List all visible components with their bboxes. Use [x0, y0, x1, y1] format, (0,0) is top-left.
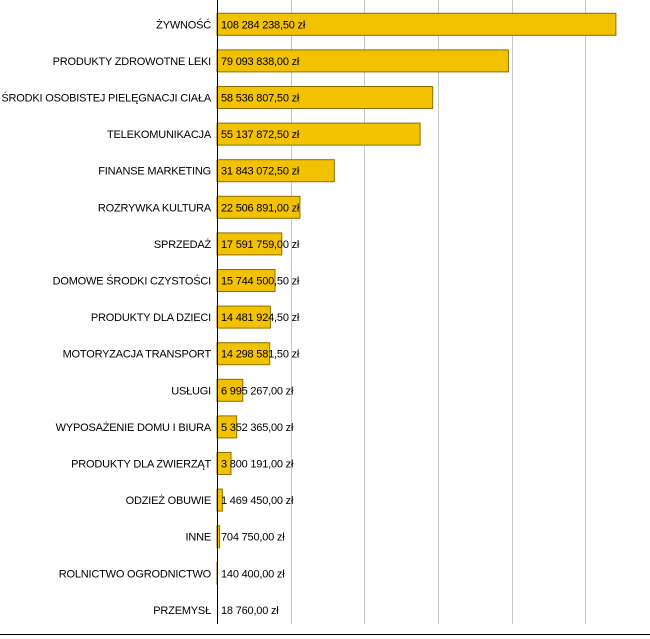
category-label: USŁUGI [171, 385, 211, 397]
category-label: FINANSE MARKETING [98, 166, 211, 178]
bars [216, 12, 617, 621]
data-label: 108 284 238,50 zł [221, 19, 306, 31]
category-label: PRODUKTY ZDROWOTNE LEKI [53, 56, 212, 68]
category-label: DOMOWE ŚRODKI CZYSTOŚCI [53, 275, 212, 288]
category-label: ODZIEŻ OBUWIE [126, 494, 211, 507]
category-label: WYPOSAŻENIE DOMU I BIURA [56, 421, 212, 434]
data-label: 17 591 759,00 zł [221, 239, 300, 251]
data-label: 31 843 072,50 zł [221, 166, 300, 178]
category-label: TELEKOMUNIKACJA [107, 129, 212, 141]
data-labels: 108 284 238,50 zł 79 093 838,00 zł 58 536 … [221, 19, 306, 617]
data-label: 704 750,00 zł [221, 532, 285, 544]
data-label: 1 469 450,00 zł [221, 495, 294, 507]
category-label: ROZRYWKA KULTURA [98, 202, 212, 214]
category-label: MOTORYZACJA TRANSPORT [63, 349, 212, 361]
data-label: 14 481 924,50 zł [221, 312, 300, 324]
data-label: 6 995 267,00 zł [221, 385, 294, 397]
category-labels: ŻYWNOŚĆ PRODUKTY ZDROWOTNE LEKI ŚRODKI OSO… [1, 18, 212, 617]
category-label: ŚRODKI OSOBISTEJ PIELĘGNACJI CIAŁA [1, 92, 211, 105]
data-label: 22 506 891,00 zł [221, 202, 300, 214]
data-label: 5 352 365,00 zł [221, 422, 294, 434]
category-label: ROLNICTWO OGRODNICTWO [59, 568, 212, 580]
data-label: 18 760,00 zł [221, 605, 279, 617]
category-label: PRZEMYSŁ [153, 605, 211, 617]
data-label: 55 137 872,50 zł [221, 129, 300, 141]
category-label: ŻYWNOŚĆ [156, 18, 211, 31]
data-label: 58 536 807,50 zł [221, 93, 300, 105]
category-label: PRODUKTY DLA ZWIERZĄT [71, 459, 211, 471]
data-label: 79 093 838,00 zł [221, 56, 300, 68]
data-label: 140 400,00 zł [221, 568, 285, 580]
data-label: 14 298 581,50 zł [221, 349, 300, 361]
category-label: SPRZEDAŻ [154, 238, 212, 251]
category-label: INNE [186, 532, 211, 544]
category-label: PRODUKTY DLA DZIECI [91, 312, 211, 324]
data-label: 15 744 500,50 zł [221, 276, 300, 288]
data-label: 3 800 191,00 zł [221, 459, 294, 471]
